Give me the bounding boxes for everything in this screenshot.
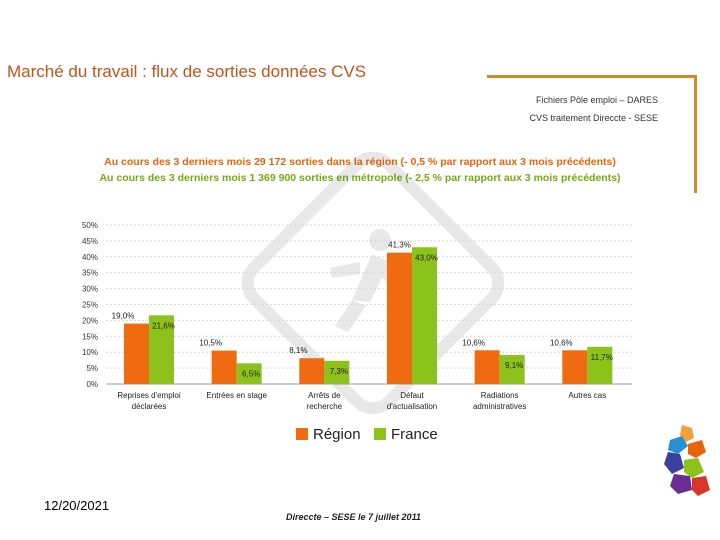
- source-line-2: CVS traitement Direccte - SESE: [529, 113, 658, 123]
- y-tick-label: 20%: [82, 316, 98, 325]
- exit-sign-watermark-icon: [241, 151, 505, 415]
- bar-france: [412, 247, 437, 384]
- page-title: Marché du travail : flux de sorties donn…: [7, 62, 367, 81]
- bar-region: [474, 350, 500, 384]
- legend-swatch-region: [296, 428, 308, 440]
- data-label: 10,6%: [550, 338, 573, 347]
- france-summary-note: Au cours des 3 derniers mois 1 369 900 s…: [99, 172, 621, 184]
- bar-region: [387, 252, 412, 384]
- y-tick-label: 40%: [82, 253, 98, 262]
- data-label: 21,6%: [152, 321, 175, 330]
- category-label: recherche: [307, 402, 343, 411]
- legend-label-region: Région: [313, 426, 361, 443]
- y-tick-label: 25%: [82, 301, 98, 310]
- y-tick-label: 0%: [86, 380, 98, 389]
- bar-region: [562, 350, 588, 384]
- data-label: 6,5%: [242, 369, 260, 378]
- bar-france: [499, 355, 525, 384]
- category-label: Reprises d'emploi: [117, 391, 181, 400]
- bar-france: [587, 346, 613, 384]
- data-label: 43,0%: [415, 253, 438, 262]
- y-tick-label: 10%: [82, 348, 98, 357]
- date-label: 12/20/2021: [44, 498, 110, 513]
- legend-swatch-france: [374, 428, 386, 440]
- data-label: 41,3%: [388, 241, 411, 250]
- category-label: déclarées: [132, 402, 167, 411]
- category-label: Autres cas: [568, 391, 606, 400]
- data-label: 10,6%: [462, 338, 485, 347]
- region-summary-note: Au cours des 3 derniers mois 29 172 sort…: [104, 156, 616, 168]
- category-label: Radiations: [481, 391, 519, 400]
- bar-france: [324, 360, 350, 384]
- y-tick-label: 35%: [82, 269, 98, 278]
- y-tick-label: 50%: [82, 221, 98, 230]
- region-map-logo-icon: [664, 425, 710, 496]
- data-label: 19,0%: [112, 312, 135, 321]
- bar-region: [124, 323, 149, 384]
- category-label: Défaut: [400, 391, 424, 400]
- data-label: 7,3%: [330, 367, 348, 376]
- y-tick-label: 45%: [82, 237, 98, 246]
- title-rule-horizontal: [487, 75, 697, 78]
- category-label: d'actualisation: [387, 402, 437, 411]
- title-rule-vertical: [694, 75, 697, 193]
- bar-region: [299, 358, 325, 384]
- bar-region: [211, 350, 237, 384]
- y-tick-label: 15%: [82, 332, 98, 341]
- category-label: Entrées en stage: [206, 391, 267, 400]
- legend-label-france: France: [391, 426, 438, 443]
- y-tick-label: 30%: [82, 285, 98, 294]
- category-label: administratives: [473, 402, 526, 411]
- bar-france: [149, 315, 174, 384]
- y-tick-label: 5%: [86, 364, 98, 373]
- source-line-1: Fichiers Pôle emploi – DARES: [535, 95, 658, 105]
- data-label: 10,5%: [199, 339, 222, 348]
- bar-france: [236, 363, 262, 384]
- data-label: 11,7%: [591, 353, 613, 362]
- data-label: 8,1%: [289, 346, 307, 355]
- data-label: 9,1%: [505, 361, 523, 370]
- category-label: Arrêts de: [308, 391, 341, 400]
- footer-credit: Direccte – SESE le 7 juillet 2011: [286, 512, 421, 522]
